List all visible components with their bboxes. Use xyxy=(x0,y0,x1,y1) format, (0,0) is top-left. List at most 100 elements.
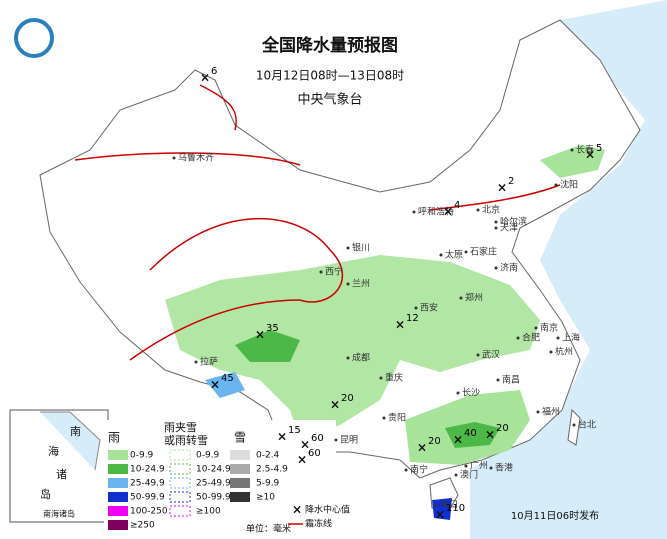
city-label: 沈阳 xyxy=(560,179,578,191)
center-marker: × xyxy=(435,508,445,522)
frost-line xyxy=(149,218,344,303)
city-dot xyxy=(570,148,574,152)
taiwan xyxy=(567,408,581,446)
city-label: 西宁 xyxy=(325,266,343,278)
city-dot xyxy=(382,416,386,420)
legend-label: ≥100 xyxy=(196,507,221,517)
city-dot xyxy=(454,473,458,477)
city-label: 郑州 xyxy=(465,292,483,304)
legend-label: 25-49.9 xyxy=(130,479,165,489)
legend-label: ≥10 xyxy=(256,493,275,503)
center-marker: × xyxy=(330,398,340,412)
city-label: 哈尔滨 xyxy=(500,216,527,228)
center-value: 2 xyxy=(508,176,514,187)
legend-title: 雪 xyxy=(234,431,246,445)
legend-center-label: 降水中心值 xyxy=(305,504,350,516)
city-label: 海口 xyxy=(440,499,458,511)
time-range: 10月12日08时—13日08时 xyxy=(256,69,404,83)
city-label: 太原 xyxy=(445,249,463,261)
legend-label: ≥250 xyxy=(130,521,155,531)
legend-swatch xyxy=(230,450,250,460)
inset-sea xyxy=(40,411,101,471)
legend-label: 100-250 xyxy=(130,507,168,517)
rain-area xyxy=(165,255,540,440)
rain-area-10 xyxy=(445,422,500,448)
center-value: 4 xyxy=(454,200,460,211)
city-label: 呼和浩特 xyxy=(418,206,454,218)
rain-area xyxy=(540,145,605,178)
rain-area-50 xyxy=(432,498,452,520)
city-label: 台北 xyxy=(578,419,596,431)
frost-line xyxy=(74,152,301,166)
city-label: 澳门 xyxy=(460,469,478,481)
city-label: 乌鲁木齐 xyxy=(178,152,214,164)
center-value: 6 xyxy=(211,66,217,77)
center-marker: × xyxy=(417,441,427,455)
city-dot xyxy=(412,210,416,214)
rain-area-10 xyxy=(235,330,300,362)
city-dot xyxy=(404,468,408,472)
city-dot xyxy=(464,250,468,254)
legend-swatch xyxy=(169,449,191,461)
city-label: 长春 xyxy=(576,144,594,156)
city-dot xyxy=(549,350,553,354)
sea xyxy=(470,0,667,539)
city-dot xyxy=(456,391,460,395)
center-marker: × xyxy=(485,428,495,442)
center-value: 20 xyxy=(341,393,354,404)
center-value: 15 xyxy=(288,425,301,436)
issuer: 中央气象台 xyxy=(297,92,362,108)
city-label: 济南 xyxy=(500,262,518,274)
inset-label-full: 南海诸岛 xyxy=(43,509,75,519)
city-label: 西安 xyxy=(420,302,438,314)
frost-line xyxy=(429,184,561,211)
center-marker: × xyxy=(300,438,310,452)
city-dot xyxy=(346,246,350,250)
legend-label: 0-9.9 xyxy=(196,451,220,461)
inset-label: 南 xyxy=(70,425,81,438)
center-value: 5 xyxy=(596,143,602,154)
city-label: 南昌 xyxy=(502,374,520,386)
city-dot xyxy=(459,296,463,300)
city-dot xyxy=(476,208,480,212)
legend-label: 50-99.9 xyxy=(196,493,231,503)
city-dot xyxy=(494,266,498,270)
city-dot xyxy=(379,376,383,380)
center-marker: × xyxy=(200,71,210,85)
legend-swatch xyxy=(230,492,250,502)
center-value: 60 xyxy=(308,448,321,459)
city-dot xyxy=(346,356,350,360)
center-value: 20 xyxy=(428,436,441,447)
inset-label: 海 xyxy=(48,444,59,458)
center-marker: × xyxy=(453,433,463,447)
city-dot xyxy=(496,378,500,382)
legend-label: 2.5-4.9 xyxy=(256,465,288,475)
city-label: 天津 xyxy=(500,223,518,234)
city-label: 贵阳 xyxy=(388,412,406,424)
city-label: 杭州 xyxy=(555,346,573,358)
legend-title: 雨 xyxy=(108,431,120,445)
footer: 10月11日06时发布 xyxy=(511,509,599,522)
legend-swatch xyxy=(108,492,128,502)
city-dot xyxy=(494,226,498,230)
center-marker: × xyxy=(277,430,287,444)
city-dot xyxy=(554,183,558,187)
city-dot xyxy=(534,326,538,330)
legend-label: 50-99.9 xyxy=(130,493,165,503)
city-dot xyxy=(516,336,520,340)
city-dot xyxy=(346,282,350,286)
city-dot xyxy=(572,423,576,427)
city-dot xyxy=(319,270,323,274)
center-value: 12 xyxy=(406,313,419,324)
city-label: 长沙 xyxy=(462,387,480,399)
center-marker: × xyxy=(585,148,595,162)
legend-swatch xyxy=(108,520,128,530)
city-label: 石家庄 xyxy=(470,246,497,258)
logo xyxy=(14,18,54,58)
city-dot xyxy=(439,253,443,257)
frost-line xyxy=(199,84,237,131)
city-dot xyxy=(194,360,198,364)
center-value: 40 xyxy=(464,428,477,439)
legend-swatch xyxy=(169,505,191,517)
